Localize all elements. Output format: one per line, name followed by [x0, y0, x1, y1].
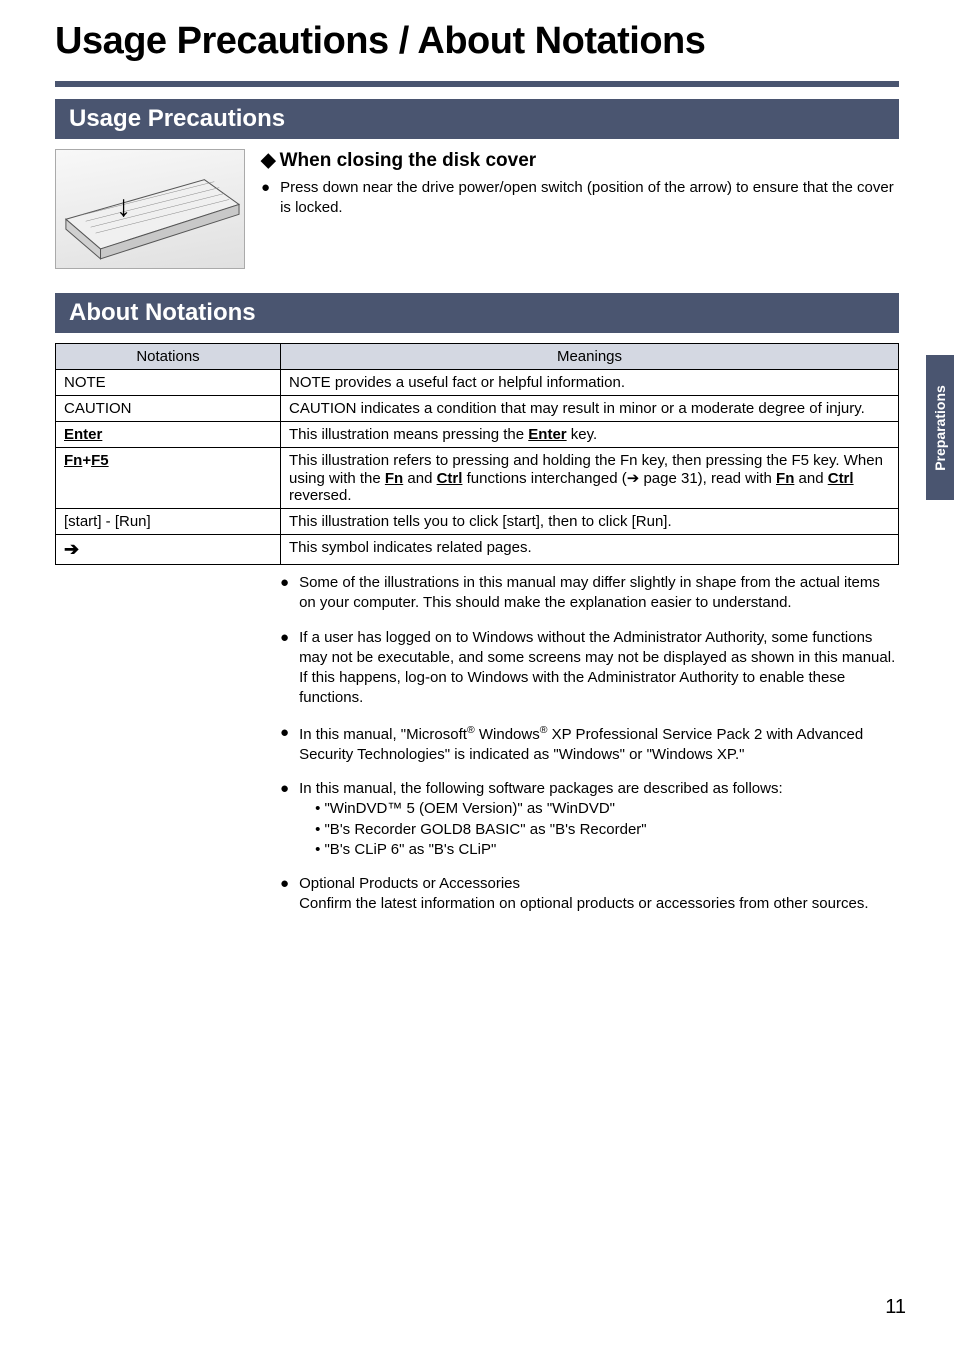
note-item: ● In this manual, the following software… — [280, 779, 899, 860]
usage-subheading: When closing the disk cover — [261, 149, 899, 172]
text-fragment: In this manual, "Microsoft — [299, 726, 467, 743]
list-item: "WinDVD™ 5 (OEM Version)" as "WinDVD" — [315, 799, 783, 819]
notation-cell: NOTE — [56, 370, 281, 396]
meaning-cell: This illustration refers to pressing and… — [281, 448, 899, 509]
table-row: Fn+F5 This illustration refers to pressi… — [56, 448, 899, 509]
table-row: NOTE NOTE provides a useful fact or help… — [56, 370, 899, 396]
note-text: If a user has logged on to Windows witho… — [299, 628, 899, 709]
side-tab-label: Preparations — [932, 385, 948, 471]
meaning-cell: This illustration means pressing the Ent… — [281, 422, 899, 448]
text-fragment: This illustration means pressing the — [289, 426, 528, 443]
bullet-icon: ● — [280, 628, 289, 709]
bullet-icon: ● — [280, 874, 289, 915]
notes-block: ● Some of the illustrations in this manu… — [280, 573, 899, 915]
notation-cell: [start] - [Run] — [56, 509, 281, 535]
bullet-icon: ● — [280, 573, 289, 614]
table-row: Enter This illustration means pressing t… — [56, 422, 899, 448]
text-fragment: reversed. — [289, 487, 352, 504]
table-row: CAUTION CAUTION indicates a condition th… — [56, 396, 899, 422]
horizontal-rule — [55, 81, 899, 87]
note-item: ● If a user has logged on to Windows wit… — [280, 628, 899, 709]
page-title: Usage Precautions / About Notations — [55, 20, 899, 63]
meaning-cell: This illustration tells you to click [st… — [281, 509, 899, 535]
text-fragment: In this manual, the following software p… — [299, 779, 783, 799]
usage-bullet: ● Press down near the drive power/open s… — [261, 178, 899, 219]
text-fragment: key. — [567, 426, 598, 443]
table-row: [start] - [Run] This illustration tells … — [56, 509, 899, 535]
note-item: ● In this manual, "Microsoft® Windows® X… — [280, 723, 899, 766]
bullet-icon: ● — [261, 178, 270, 219]
text-fragment: Windows — [475, 726, 540, 743]
notation-cell: Enter — [56, 422, 281, 448]
note-text: In this manual, "Microsoft® Windows® XP … — [299, 723, 899, 766]
key-label: Enter — [64, 426, 102, 443]
section-header-usage: Usage Precautions — [55, 99, 899, 139]
note-text: Some of the illustrations in this manual… — [299, 573, 899, 614]
col-header-notations: Notations — [56, 344, 281, 370]
notation-cell: Fn+F5 — [56, 448, 281, 509]
col-header-meanings: Meanings — [281, 344, 899, 370]
list-item: "B's Recorder GOLD8 BASIC" as "B's Recor… — [315, 820, 783, 840]
meaning-cell: CAUTION indicates a condition that may r… — [281, 396, 899, 422]
text-fragment: If a user has logged on to Windows witho… — [299, 628, 899, 669]
key-label: Ctrl — [437, 470, 463, 487]
key-label: Fn — [776, 470, 794, 487]
device-diagram-svg — [56, 150, 244, 269]
notations-table: Notations Meanings NOTE NOTE provides a … — [55, 343, 899, 565]
meaning-cell: NOTE provides a useful fact or helpful i… — [281, 370, 899, 396]
notation-cell: CAUTION — [56, 396, 281, 422]
bullet-icon: ● — [280, 723, 289, 766]
page-number: 11 — [885, 1296, 906, 1319]
usage-bullet-text: Press down near the drive power/open swi… — [280, 178, 899, 219]
text-fragment: functions interchanged (➔ page 31), read… — [462, 470, 776, 487]
bullet-icon: ● — [280, 779, 289, 860]
list-item: "B's CLiP 6" as "B's CLiP" — [315, 840, 783, 860]
note-text: In this manual, the following software p… — [299, 779, 783, 860]
meaning-cell: This symbol indicates related pages. — [281, 535, 899, 565]
text-fragment: If this happens, log-on to Windows with … — [299, 668, 899, 709]
usage-text-block: When closing the disk cover ● Press down… — [261, 149, 899, 269]
registered-icon: ® — [467, 724, 475, 736]
key-label: Ctrl — [828, 470, 854, 487]
key-label: Fn — [64, 452, 82, 469]
software-list: "WinDVD™ 5 (OEM Version)" as "WinDVD" "B… — [315, 799, 783, 860]
key-label: Fn — [385, 470, 403, 487]
text-fragment: Confirm the latest information on option… — [299, 894, 868, 914]
arrow-icon: ➔ — [64, 539, 79, 559]
note-item: ● Optional Products or Accessories Confi… — [280, 874, 899, 915]
usage-content-row: When closing the disk cover ● Press down… — [55, 149, 899, 269]
text-fragment: and — [403, 470, 436, 487]
section-header-notations: About Notations — [55, 293, 899, 333]
key-label: Enter — [528, 426, 566, 443]
note-item: ● Some of the illustrations in this manu… — [280, 573, 899, 614]
document-page: Usage Precautions / About Notations Usag… — [0, 0, 954, 915]
table-row: ➔ This symbol indicates related pages. — [56, 535, 899, 565]
device-diagram — [55, 149, 245, 269]
text-fragment: and — [794, 470, 827, 487]
text-fragment: Optional Products or Accessories — [299, 874, 868, 894]
notation-cell: ➔ — [56, 535, 281, 565]
table-header-row: Notations Meanings — [56, 344, 899, 370]
key-label: F5 — [91, 452, 109, 469]
note-text: Optional Products or Accessories Confirm… — [299, 874, 868, 915]
plus-icon: + — [82, 452, 91, 469]
side-tab-preparations: Preparations — [926, 355, 954, 500]
